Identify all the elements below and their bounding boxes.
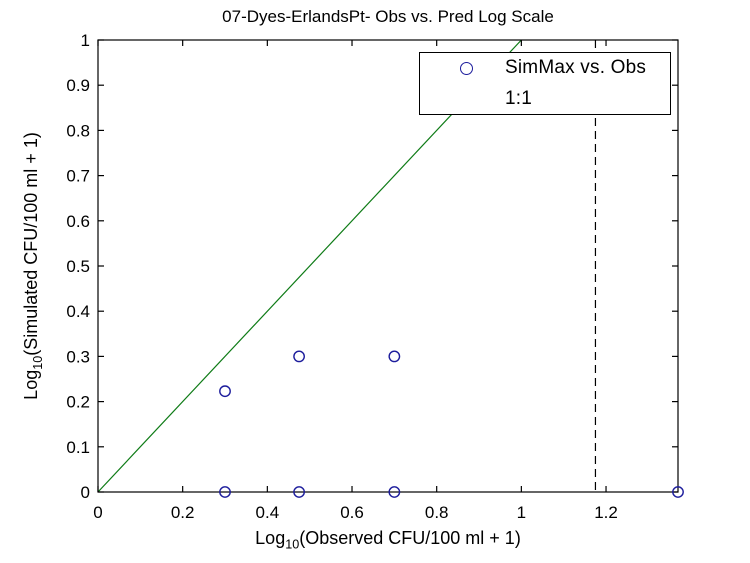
legend-entry-simmax: SimMax vs. Obs	[420, 53, 670, 84]
y-tick-label: 0.7	[66, 167, 90, 186]
x-tick-label: 0	[93, 503, 102, 522]
legend-label-one-to-one: 1:1	[505, 87, 533, 109]
y-tick-label: 1	[81, 31, 90, 50]
data-point	[388, 486, 401, 498]
data-point	[293, 486, 305, 498]
data-point	[219, 385, 231, 398]
chart-title: 07-Dyes-ErlandsPt- Obs vs. Pred Log Scal…	[222, 7, 554, 26]
legend-label-simmax: SimMax vs. Obs	[505, 57, 647, 79]
x-axis-label-post: (Observed CFU/100 ml + 1)	[299, 528, 521, 548]
data-point	[219, 486, 231, 498]
data-point	[293, 350, 305, 363]
one-to-one-line	[97, 39, 522, 493]
y-tick-label: 0.5	[66, 257, 90, 276]
y-axis-label-post: (Simulated CFU/100 ml + 1)	[21, 132, 42, 356]
y-tick-label: 0.6	[66, 212, 90, 231]
y-tick-label: 0.4	[66, 302, 90, 321]
y-tick-label: 0.1	[66, 438, 90, 457]
y-tick-label: 0.3	[66, 347, 90, 366]
y-tick-label: 0	[81, 483, 90, 502]
x-tick-label: 0.2	[171, 503, 195, 522]
x-axis-label: Log10(Observed CFU/100 ml + 1)	[98, 528, 678, 552]
y-axis-label-pre: Log	[21, 369, 42, 400]
y-axis-label-sub: 10	[30, 355, 45, 370]
legend-box: SimMax vs. Obs 1:1	[419, 52, 671, 115]
legend-circle-marker-icon	[460, 61, 473, 75]
x-tick-label: 0.6	[340, 503, 364, 522]
legend-entry-one-to-one: 1:1	[420, 84, 670, 115]
x-tick-label: 1.2	[594, 503, 618, 522]
y-tick-label: 0.2	[66, 393, 90, 412]
legend-line-sample-icon	[432, 98, 497, 100]
x-axis-label-sub: 10	[285, 537, 300, 552]
x-tick-label: 0.8	[425, 503, 449, 522]
y-tick-label: 0.9	[66, 76, 90, 95]
x-tick-label: 0.4	[256, 503, 280, 522]
x-tick-label: 1	[517, 503, 526, 522]
y-tick-label: 0.8	[66, 121, 90, 140]
x-axis-label-pre: Log	[255, 528, 286, 548]
data-point	[388, 350, 401, 363]
data-point	[672, 486, 684, 498]
y-axis-label: Log10(Simulated CFU/100 ml + 1)	[21, 132, 45, 400]
